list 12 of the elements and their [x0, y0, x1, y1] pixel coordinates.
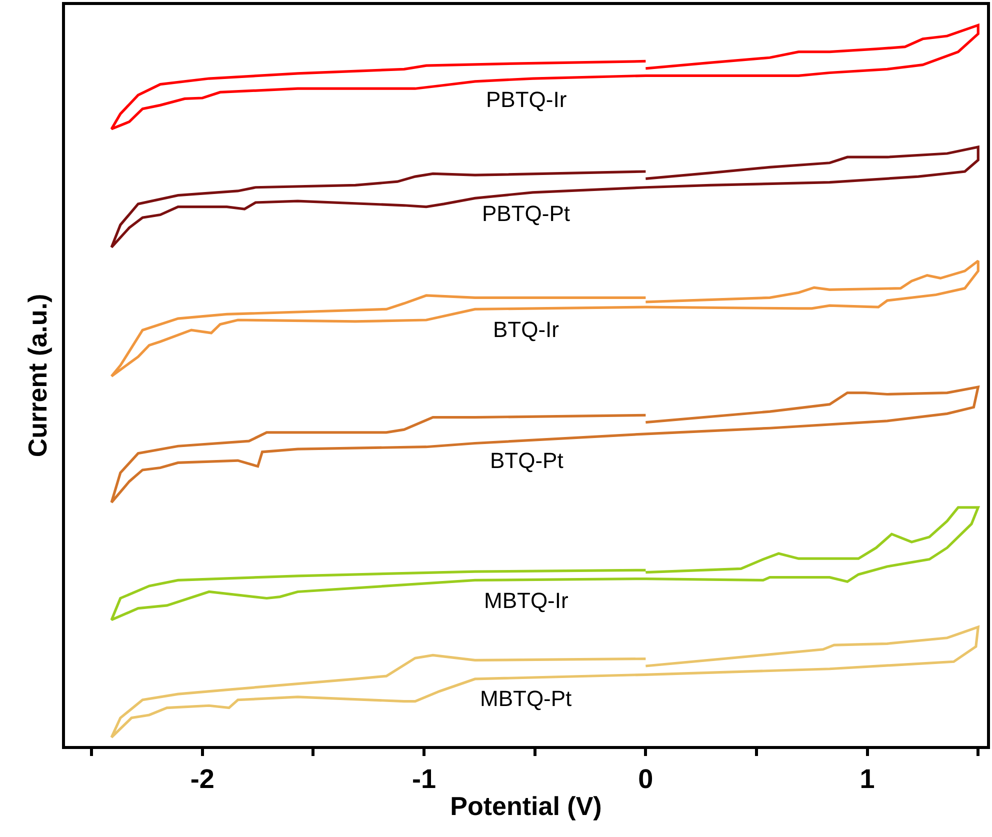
series-label: PBTQ-Ir: [486, 87, 567, 112]
series-label: PBTQ-Pt: [482, 201, 570, 226]
x-tick-label: 0: [638, 764, 654, 794]
series-label: MBTQ-Pt: [480, 686, 572, 711]
x-axis-title: Potential (V): [450, 790, 602, 821]
x-tick-label: 1: [860, 764, 875, 794]
y-axis-title: Current (a.u.): [22, 294, 53, 458]
series-label: BTQ-Pt: [490, 448, 564, 473]
series-label: BTQ-Ir: [493, 317, 559, 342]
x-tick-label: -1: [412, 764, 436, 794]
series-label: MBTQ-Ir: [484, 588, 568, 613]
x-tick-label: -2: [190, 764, 214, 794]
